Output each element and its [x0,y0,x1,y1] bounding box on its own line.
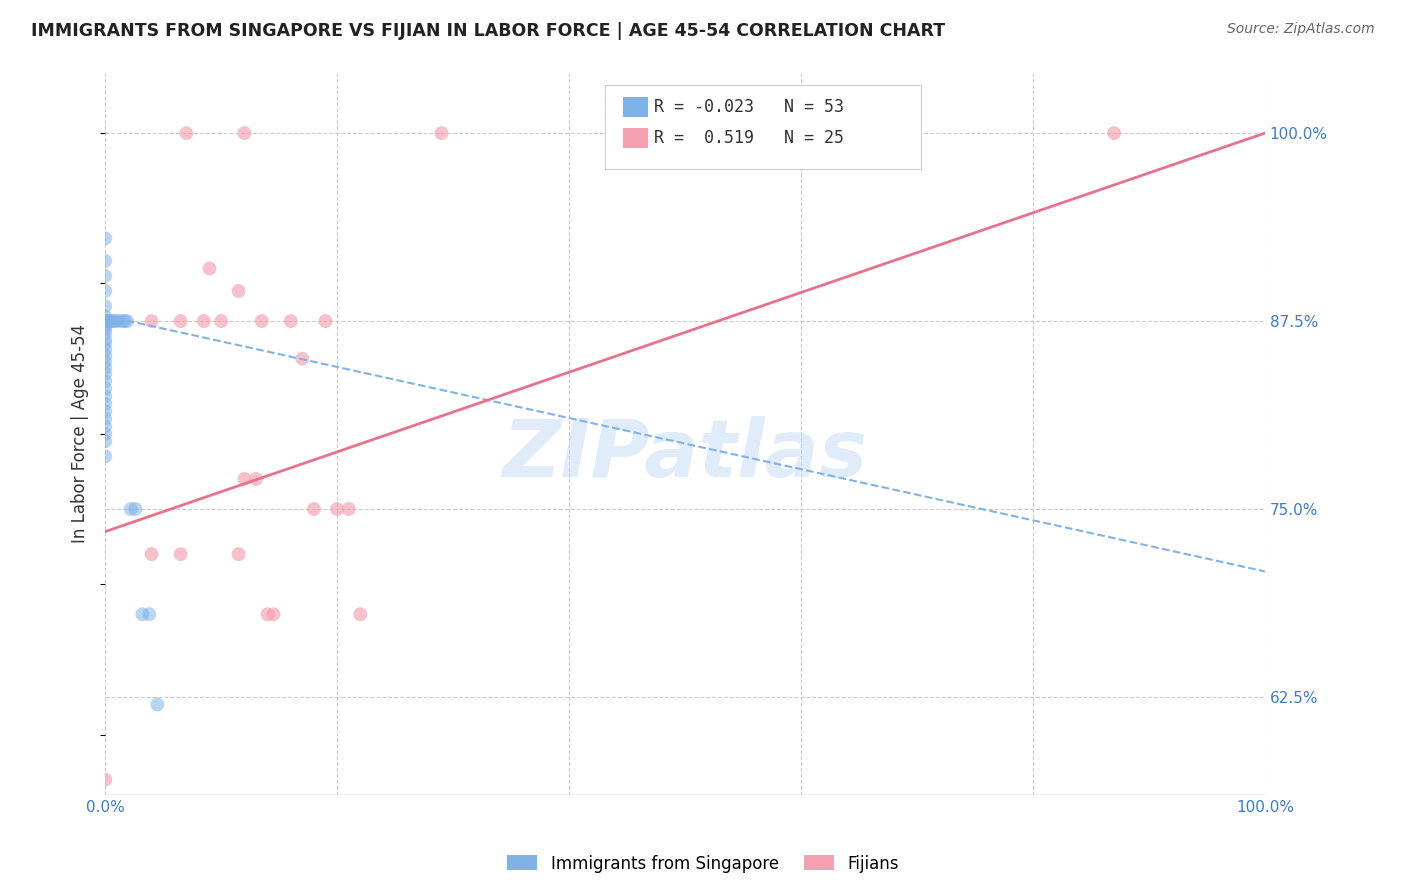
Point [124,502,146,516]
Point [103,314,125,328]
Point [169,547,191,561]
Point [94,419,117,434]
Text: Source: ZipAtlas.com: Source: ZipAtlas.com [1227,22,1375,37]
Point [94,321,117,335]
Point [94,354,117,368]
Point [280,314,302,328]
Point [94,314,117,328]
Point [94,326,117,340]
Point [94,284,117,298]
Point [94,299,117,313]
Point [94,314,117,328]
Point [1102,126,1125,140]
Text: R =  0.519   N = 25: R = 0.519 N = 25 [654,129,844,147]
Point [430,126,453,140]
Point [302,502,325,516]
Point [94,360,117,375]
Point [291,351,314,366]
Point [169,314,191,328]
Point [228,284,250,298]
Point [94,310,117,324]
Point [198,261,221,276]
Text: R = -0.023   N = 53: R = -0.023 N = 53 [654,98,844,116]
Point [315,314,337,328]
Point [337,502,360,516]
Point [97,314,120,328]
Point [94,772,117,787]
Point [94,314,117,328]
Point [94,254,117,268]
Point [131,607,153,622]
Point [233,126,256,140]
Point [114,314,136,328]
Point [262,607,284,622]
Point [117,314,139,328]
Point [94,314,117,328]
Point [94,404,117,418]
Point [94,450,117,464]
Point [697,126,720,140]
Point [193,314,215,328]
Point [94,314,117,328]
Point [94,426,117,441]
Point [94,314,117,328]
Point [94,336,117,351]
Point [176,126,198,140]
Point [94,314,117,328]
Text: IMMIGRANTS FROM SINGAPORE VS FIJIAN IN LABOR FORCE | AGE 45-54 CORRELATION CHART: IMMIGRANTS FROM SINGAPORE VS FIJIAN IN L… [31,22,945,40]
Point [228,547,250,561]
Point [94,374,117,388]
Point [146,698,169,712]
Point [94,434,117,449]
Point [94,382,117,396]
Point [138,607,160,622]
Point [245,472,267,486]
Point [94,343,117,357]
Point [111,314,134,328]
Point [673,126,696,140]
Point [141,547,163,561]
Point [209,314,232,328]
Point [104,314,127,328]
Legend: Immigrants from Singapore, Fijians: Immigrants from Singapore, Fijians [501,848,905,880]
Point [94,314,117,328]
Point [94,318,117,333]
Text: ZIPatlas: ZIPatlas [502,417,868,494]
Point [94,412,117,426]
Point [94,231,117,245]
Y-axis label: In Labor Force | Age 45-54: In Labor Force | Age 45-54 [72,325,89,543]
Point [120,502,142,516]
Point [141,314,163,328]
Point [100,314,122,328]
Point [94,314,117,328]
Point [94,367,117,381]
Point [94,389,117,403]
Point [250,314,273,328]
Point [94,314,117,328]
Point [94,349,117,363]
Point [256,607,278,622]
Point [94,314,117,328]
Point [108,314,131,328]
Point [673,126,696,140]
Point [94,268,117,283]
Point [778,126,800,140]
Point [349,607,371,622]
Point [94,397,117,411]
Point [94,314,117,328]
Point [94,332,117,346]
Point [94,314,117,328]
Point [94,314,117,328]
Point [233,472,256,486]
Point [326,502,349,516]
